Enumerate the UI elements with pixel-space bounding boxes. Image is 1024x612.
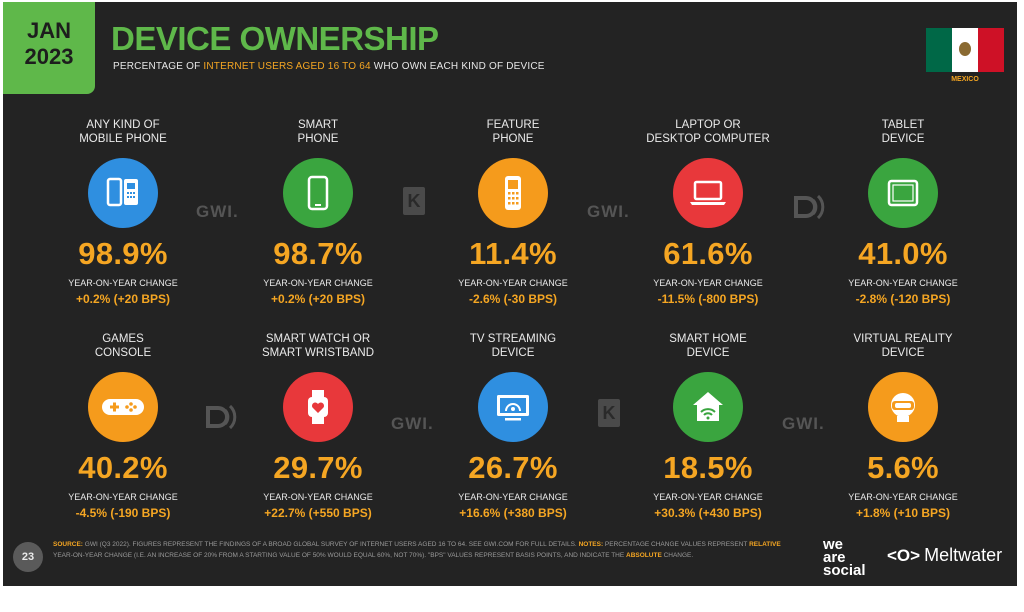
notes-relative: RELATIVE [749,541,781,548]
yoy-label: YEAR-ON-YEAR CHANGE [68,278,178,288]
country-label: MEXICO [951,76,979,83]
source-label: SOURCE: [53,541,83,548]
subtitle-part: PERCENTAGE OF [113,61,204,72]
device-label: SMART PHONE [297,119,339,145]
subtitle-highlight-age: 16 TO 64 [324,61,374,72]
device-label: LAPTOP OR DESKTOP COMPUTER [646,119,770,145]
device-label: ANY KIND OF MOBILE PHONE [79,119,167,145]
subtitle-part-end: WHO OWN EACH KIND OF DEVICE [373,61,545,72]
yoy-label: YEAR-ON-YEAR CHANGE [458,278,568,288]
brand-we: we [823,536,844,553]
mobile-phones-icon [88,158,158,228]
yoy-change: +30.3% (+430 BPS) [654,506,762,520]
badge-month: JAN [26,18,71,43]
meltwater-logo: <O> Meltwater [887,545,1002,566]
yoy-label: YEAR-ON-YEAR CHANGE [68,492,178,502]
yoy-label: YEAR-ON-YEAR CHANGE [263,492,373,502]
footnote: SOURCE: GWI (Q3 2022). FIGURES REPRESENT… [53,539,793,561]
page-subtitle: PERCENTAGE OF INTERNET USERS AGED 16 TO … [113,61,545,72]
yoy-label: YEAR-ON-YEAR CHANGE [848,492,958,502]
notes-absolute: ABSOLUTE [626,552,662,559]
yoy-change: +0.2% (+20 BPS) [270,292,366,306]
yoy-change: +16.6% (+380 BPS) [459,506,567,520]
device-label: SMART HOME DEVICE [669,333,747,359]
smartphone-icon [283,158,353,228]
yoy-label: YEAR-ON-YEAR CHANGE [458,492,568,502]
subtitle-highlight: INTERNET USERS AGED [203,61,325,72]
yoy-label: YEAR-ON-YEAR CHANGE [653,278,763,288]
yoy-change: -4.5% (-190 BPS) [75,506,171,520]
yoy-label: YEAR-ON-YEAR CHANGE [653,492,763,502]
vr-headset-icon [868,372,938,442]
smartwatch-icon [283,372,353,442]
notes-label: NOTES: [578,541,604,548]
datareportal-logo-icon [794,194,825,220]
datareportal-logo-icon [206,404,237,430]
yoy-change: +1.8% (+10 BPS) [855,506,951,520]
yoy-label: YEAR-ON-YEAR CHANGE [848,278,958,288]
slide: JAN 2023 DEVICE OWNERSHIP PERCENTAGE OF … [3,2,1017,586]
device-label: FEATURE PHONE [486,119,540,145]
we-are-social-logo: we are social [823,536,866,579]
device-value: 29.7% [273,450,363,485]
device-value: 40.2% [78,450,168,485]
gwi-watermark: GWI. [391,414,434,433]
yoy-change: +0.2% (+20 BPS) [75,292,171,306]
date-badge: JAN 2023 [3,2,95,94]
device-value: 18.5% [663,450,753,485]
device-value: 41.0% [858,236,948,271]
device-value: 98.7% [273,236,363,271]
device-value: 61.6% [663,236,753,271]
gwi-watermark: GWI. [587,202,630,221]
brand-are: are [823,549,846,566]
brand-social: social [823,562,866,579]
yoy-change: -11.5% (-800 BPS) [657,292,759,306]
yoy-change: -2.6% (-30 BPS) [468,292,558,306]
gamepad-icon [88,372,158,442]
device-card: ANY KIND OF MOBILE PHONE 98.9% YEAR-ON-YEA… [33,114,213,306]
gwi-watermark: GWI. [782,414,825,433]
device-value: 5.6% [867,450,939,485]
device-value: 98.9% [78,236,168,271]
notes-text-3: CHANGE. [661,552,694,559]
device-card: TV STREAMING DEVICE 26.7% YEAR-ON-YEAR CHA… [423,328,603,520]
device-card: SMART WATCH OR SMART WRISTBAND 29.7% YEAR-… [228,328,408,520]
mexico-flag-icon [926,28,1004,72]
gwi-watermark: GWI. [196,202,239,221]
yoy-change: -2.8% (-120 BPS) [855,292,951,306]
device-label: TABLET DEVICE [881,119,925,145]
notes-text: PERCENTAGE CHANGE VALUES REPRESENT [603,541,750,548]
feature-phone-icon [478,158,548,228]
meltwater-mark-icon: <O> [887,545,921,565]
device-card: GAMES CONSOLE 40.2% YEAR-ON-YEAR CHANGE -4.… [33,328,213,520]
device-card: SMART HOME DEVICE 18.5% YEAR-ON-YEAR CHANG… [618,328,798,520]
source-text: GWI (Q3 2022). FIGURES REPRESENT THE FIN… [82,541,579,548]
device-card: LAPTOP OR DESKTOP COMPUTER 61.6% YEAR-ON-Y… [618,114,798,306]
device-card: FEATURE PHONE 11.4% YEAR-ON-YEAR CHANGE -2.… [423,114,603,306]
laptop-icon [673,158,743,228]
device-label: SMART WATCH OR SMART WRISTBAND [261,333,375,359]
yoy-change: +22.7% (+550 BPS) [264,506,372,520]
yoy-label: YEAR-ON-YEAR CHANGE [263,278,373,288]
kepios-logo-icon: K [598,399,620,427]
device-card: SMART PHONE 98.7% YEAR-ON-YEAR CHANGE +0.2%… [228,114,408,306]
device-label: TV STREAMING DEVICE [469,333,557,359]
device-value: 26.7% [468,450,558,485]
tablet-icon [868,158,938,228]
meltwater-wordmark: Meltwater [924,545,1003,565]
device-card: TABLET DEVICE 41.0% YEAR-ON-YEAR CHANGE -2.… [813,114,993,306]
notes-text-2: YEAR-ON-YEAR CHANGE (I.E. AN INCREASE OF… [53,552,627,559]
tv-streaming-icon [478,372,548,442]
device-label: VIRTUAL REALITY DEVICE [853,333,953,359]
device-card: VIRTUAL REALITY DEVICE 5.6% YEAR-ON-YEAR C… [813,328,993,520]
page-number: 23 [13,542,43,572]
device-value: 11.4% [469,236,557,271]
badge-year: 2023 [24,44,74,69]
kepios-logo-icon: K [403,187,425,215]
smart-home-icon [673,372,743,442]
device-label: GAMES CONSOLE [94,333,152,359]
page-title: DEVICE OWNERSHIP [111,20,439,57]
